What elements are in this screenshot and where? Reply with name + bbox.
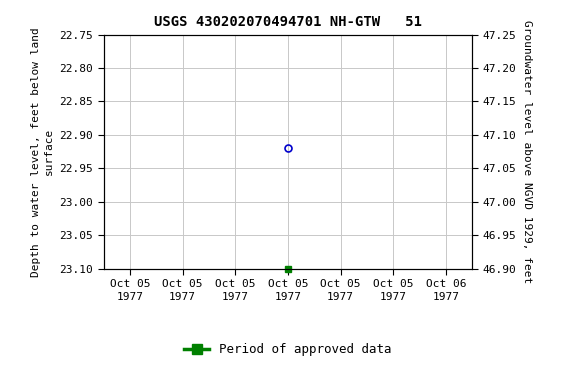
Legend: Period of approved data: Period of approved data <box>179 338 397 361</box>
Y-axis label: Depth to water level, feet below land
surface: Depth to water level, feet below land su… <box>31 27 54 276</box>
Title: USGS 430202070494701 NH-GTW   51: USGS 430202070494701 NH-GTW 51 <box>154 15 422 29</box>
Y-axis label: Groundwater level above NGVD 1929, feet: Groundwater level above NGVD 1929, feet <box>522 20 532 283</box>
